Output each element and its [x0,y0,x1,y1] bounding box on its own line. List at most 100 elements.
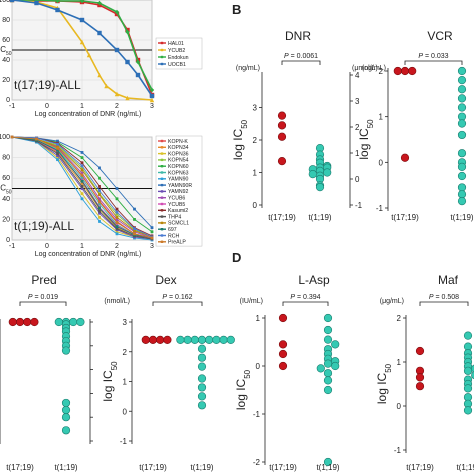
dot-t1719 [15,317,25,327]
dot-t119 [61,398,71,408]
legend-entry: YCUB5 [168,202,185,208]
y-tick-label: -1 [120,437,128,446]
x-tick-label: -1 [9,103,15,110]
p-value: P = 0.162 [162,294,192,301]
series-line-YCUB2 [11,0,153,101]
data-point [114,47,120,53]
x-axis-label: Log concentration of DNR (ng/mL) [35,111,142,118]
data-point [115,227,119,231]
y-tick-label: 3 [253,104,258,113]
dot-t119 [457,76,467,85]
legend-entry: KOPN36 [168,151,189,157]
data-point [80,168,84,172]
p-number: = 0.508 [434,294,460,301]
dot-t1719 [400,153,410,162]
dot-t119 [457,112,467,121]
dot-t119 [323,457,333,467]
dot-t119 [463,366,473,375]
group-label: t(1;19) [450,213,473,222]
dot-t119 [308,170,317,179]
data-point [125,95,130,101]
dot-t119 [457,149,467,158]
legend-entry: RCH [168,233,179,239]
dot-t119 [471,371,474,380]
group-annotation: t(17;19)-ALL [14,78,81,92]
data-point [56,148,59,152]
x-tick-label: 2 [115,243,119,250]
data-point [115,215,119,219]
y-tick-label: 3 [123,318,128,327]
legend-entry: PreALP [168,240,186,246]
p-number: = 0.0061 [289,53,318,60]
y-tick-label: 80 [2,17,10,24]
dot-t119 [323,325,333,335]
legend-marker [160,165,164,168]
p-symbol: P [290,294,295,301]
legend-marker [160,171,164,174]
legend-marker [160,48,164,52]
data-point [98,176,101,180]
data-point [114,9,120,15]
p-value: P = 0.394 [290,294,320,301]
dot-t119 [323,335,333,344]
dot-t119 [69,317,78,327]
dot-t1719 [415,382,425,391]
y-axis-label: log IC50 [375,363,393,404]
dot-t1719 [23,317,32,327]
dot-t119 [226,335,235,344]
dot-t119 [457,94,467,103]
pred-right-axis [89,319,93,444]
dot-t119 [463,406,473,415]
y-axis-label-sub: 50 [240,119,249,128]
y-tick-label: -1 [394,446,402,455]
y-axis-label-sub: 50 [110,361,119,370]
data-point [115,212,119,216]
dot-t1719 [393,66,402,76]
data-point [98,189,101,192]
data-point [97,30,102,36]
legend-marker [160,202,164,206]
data-point [149,87,155,93]
dot-t1719 [163,335,172,344]
data-point [56,152,59,155]
unit-label: (ng/mL) [362,65,386,72]
x-tick-label: 0 [45,103,49,110]
dot-t119 [323,313,333,323]
data-point [115,221,119,224]
group-label: t(1;19) [190,463,213,472]
x-tick-label: 0 [45,243,49,250]
dot-t1719 [415,346,425,356]
data-point [98,215,101,219]
y-axis-label-sub: 50 [6,190,12,196]
data-point [80,171,84,175]
panel-letter-d: D [232,250,241,265]
data-point [150,226,154,230]
y-axis-label: log IC50 [231,119,249,160]
y-tick-label: 2 [123,348,128,357]
curve-panel-curves-bottom: -10123020406080100IC50KOPN-KKOPN34KOPN36… [0,134,203,258]
data-point [98,209,101,213]
group-label: t(17;19) [268,213,296,222]
y-tick-label: 0 [256,362,261,371]
y-axis-label: log IC50 [101,361,119,402]
data-point [80,161,84,165]
p-number: = 0.019 [33,294,59,301]
legend-marker [160,55,164,59]
data-point [55,7,60,13]
data-point [79,39,85,45]
dot-t1719 [278,349,288,359]
data-point [80,173,84,177]
dot-t1719 [148,335,158,344]
data-point [80,166,84,170]
y-tick-label: 1 [253,169,258,178]
dot-t119 [457,162,467,171]
dot-t119 [323,359,333,368]
legend-marker [160,177,164,180]
y-right-tick-label: 0 [355,175,360,184]
data-point [80,197,84,201]
data-point [115,230,119,234]
legend-marker [160,215,164,218]
p-number: = 0.033 [423,53,449,60]
data-point [133,207,136,211]
